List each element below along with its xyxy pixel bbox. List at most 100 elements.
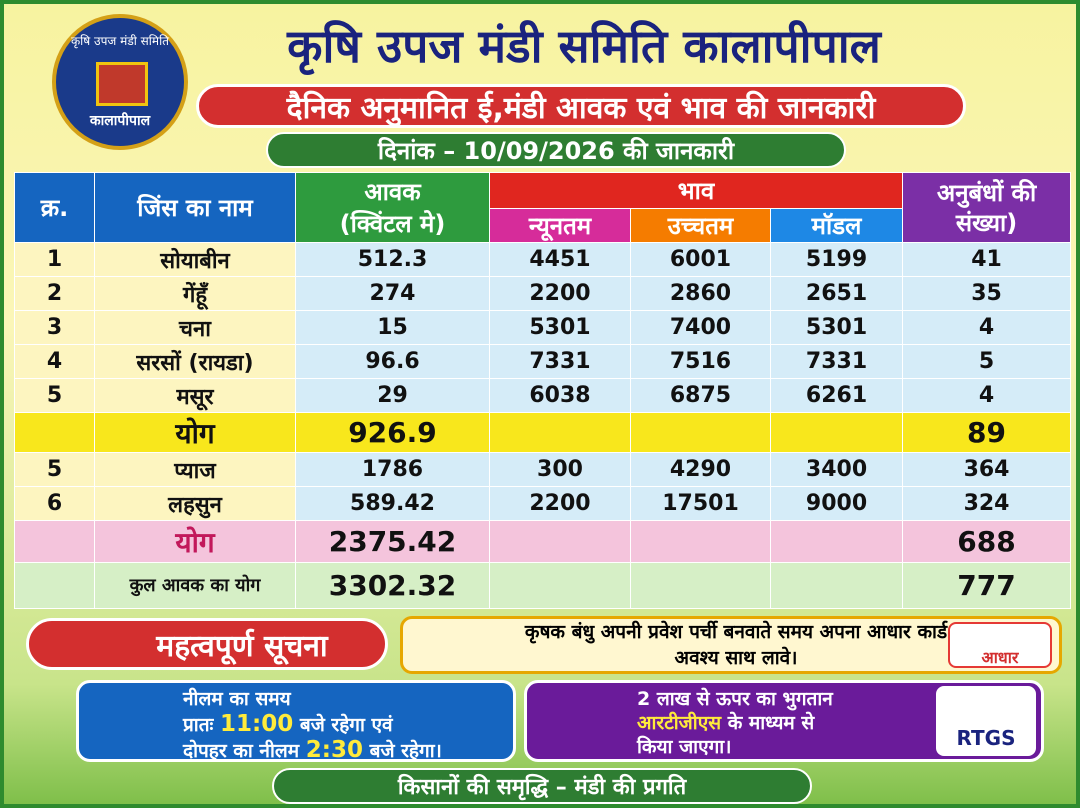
cell-max: 7516 [630,344,771,379]
cell-min [489,412,631,453]
cell-arrival: 274 [295,276,490,311]
cell-arrival: 96.6 [295,344,490,379]
cell-serial: 4 [14,344,95,379]
cell-arrival: 2375.42 [295,520,490,563]
cell-min [489,562,631,609]
cell-contracts: 41 [902,242,1072,277]
table-row: 5 प्याज 1786 300 4290 3400 364 [14,452,1072,487]
header-max: उच्चतम [630,208,771,243]
cell-min: 5301 [489,310,631,345]
table-row: 1 सोयाबीन 512.3 4451 6001 5199 41 [14,242,1072,277]
table-body: 1 सोयाबीन 512.3 4451 6001 5199 41 2 गेंहूँ 274 220… [14,242,1072,609]
cell-contracts: 324 [902,486,1072,521]
table-row: 5 मसूर 29 6038 6875 6261 4 [14,378,1072,413]
header-price: भाव [488,172,904,209]
payment-line: किया जाएगा। [637,736,732,758]
table-row: योग 926.9 89 [14,412,1072,453]
rtgs-logo: RTGS [936,686,1036,756]
cell-min [489,520,631,563]
header-arrival-unit: (क्विंटल मे) [339,209,446,238]
cell-arrival: 926.9 [295,412,490,453]
cell-max: 6001 [630,242,771,277]
cell-arrival: 29 [295,378,490,413]
payment-line: 2 लाख से ऊपर का भुगतान [637,688,833,710]
cell-modal [769,412,904,453]
aadhaar-logo: आधार [948,622,1052,668]
table-row: 6 लहसुन 589.42 2200 17501 9000 324 [14,486,1072,521]
cell-min: 2200 [489,486,631,521]
logo: कृषि उपज मंडी समिति कालापीपाल [52,14,188,150]
cell-contracts: 777 [902,562,1072,609]
cell-name: गेंहूँ [94,276,296,311]
table-row: 2 गेंहूँ 274 2200 2860 2651 35 [14,276,1072,311]
date-line: दिनांक – 10/09/2026 की जानकारी [266,132,846,168]
table-row: योग 2375.42 688 [14,520,1072,563]
cell-min: 7331 [489,344,631,379]
header-arrival-line: आवक [364,177,421,206]
cell-serial: 5 [14,452,95,487]
header-serial: क्र. [14,172,95,243]
table-row: 3 चना 15 5301 7400 5301 4 [14,310,1072,345]
cell-serial: 3 [14,310,95,345]
cell-name: योग [94,412,296,453]
cell-modal [769,562,904,609]
cell-modal: 3400 [769,452,904,487]
cell-arrival: 3302.32 [295,562,490,609]
cell-serial [14,412,95,453]
header-contracts: अनुबंधों की संख्या) [902,172,1072,243]
cell-max: 17501 [630,486,771,521]
text: दोपहर का नीलम [183,740,300,762]
cell-modal: 5199 [769,242,904,277]
cell-contracts: 364 [902,452,1072,487]
header-contracts-line: संख्या) [955,208,1018,237]
cell-arrival: 1786 [295,452,490,487]
auction-box: नीलम का समय प्रातः 11:00 बजे रहेगा एवं द… [76,680,516,763]
header-min: न्यूनतम [489,208,631,243]
cell-name: प्याज [94,452,296,487]
subtitle: दैनिक अनुमानित ई,मंडी आवक एवं भाव की जान… [196,84,966,128]
logo-top-text: कृषि उपज मंडी समिति [70,34,170,48]
cell-modal: 5301 [769,310,904,345]
cell-min: 4451 [489,242,631,277]
cell-max [630,412,771,453]
text: बजे रहेगा एवं [299,714,393,736]
cell-serial: 2 [14,276,95,311]
cell-modal: 7331 [769,344,904,379]
table-row: कुल आवक का योग 3302.32 777 [14,562,1072,609]
table-row: 4 सरसों (रायडा) 96.6 7331 7516 7331 5 [14,344,1072,379]
cell-arrival: 512.3 [295,242,490,277]
payment-line: आरटीजीएस के माध्यम से [637,711,1041,735]
footer-slogan: किसानों की समृद्धि – मंडी की प्रगति [272,768,812,804]
cell-max: 7400 [630,310,771,345]
cell-min: 6038 [489,378,631,413]
cell-contracts: 5 [902,344,1072,379]
cell-arrival: 589.42 [295,486,490,521]
cell-modal: 2651 [769,276,904,311]
cell-serial [14,520,95,563]
cell-max: 4290 [630,452,771,487]
text: के माध्यम से [727,712,815,734]
price-table: क्र. जिंस का नाम आवक (क्विंटल मे) भाव अनु… [14,172,1072,609]
cell-modal: 6261 [769,378,904,413]
header-name: जिंस का नाम [94,172,296,243]
cell-serial: 6 [14,486,95,521]
auction-morning: प्रातः 11:00 बजे रहेगा एवं [183,712,513,738]
cell-max [630,520,771,563]
cell-contracts: 89 [902,412,1072,453]
cell-min: 300 [489,452,631,487]
cell-min: 2200 [489,276,631,311]
cell-modal [769,520,904,563]
cell-serial: 5 [14,378,95,413]
cell-contracts: 688 [902,520,1072,563]
cell-modal: 9000 [769,486,904,521]
notice-heading: महत्वपूर्ण सूचना [26,618,388,670]
cell-name: सोयाबीन [94,242,296,277]
cell-max: 6875 [630,378,771,413]
cell-name: कुल आवक का योग [94,562,296,609]
title: कृषि उपज मंडी समिति कालापीपाल [287,19,881,73]
auction-title: नीलम का समय [183,688,291,710]
cell-name: चना [94,310,296,345]
rtgs-hindi: आरटीजीएस [637,712,722,734]
cell-contracts: 35 [902,276,1072,311]
text: प्रातः [183,714,214,736]
